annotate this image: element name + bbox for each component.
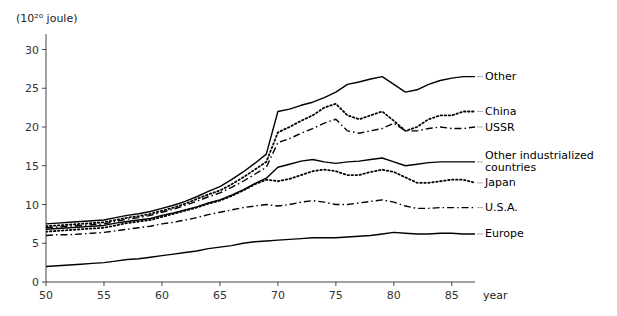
series-label: China [485,105,516,118]
y-tick-label: 20 [25,121,39,134]
x-tick-label: 85 [445,289,459,302]
chart: 0 5 10 15 20 25 30 50 55 60 65 70 75 80 85 (10²⁰ joule)… [0,0,617,316]
y-tick-label: 10 [25,199,39,212]
y-tick [42,204,46,205]
series-label: Europe [485,227,524,240]
x-tick-label: 60 [155,289,169,302]
series-line [46,170,475,232]
x-tick [219,282,220,286]
y-tick-label: 5 [32,237,39,250]
x-tick-label: 80 [387,289,401,302]
series-line [46,200,475,236]
label-leader [477,233,483,234]
series-line [46,119,475,228]
y-tick [42,243,46,244]
x-tick-label: 75 [329,289,343,302]
x-axis-label: year [483,289,508,302]
label-leader [477,161,483,162]
series-group [46,77,475,267]
x-tick-label: 55 [97,289,111,302]
series-line [46,232,475,266]
series-label: Other [485,70,517,83]
label-leader [477,182,483,183]
label-leader [477,111,483,112]
series-line [46,158,475,229]
series-label: USSR [485,121,515,134]
y-axis-label: (10²⁰ joule) [16,12,77,25]
x-tick [451,282,452,286]
x-tick [46,282,47,286]
x-tick [103,282,104,286]
y-axis-line [46,34,47,282]
x-tick [335,282,336,286]
y-tick-label: 30 [25,44,39,57]
x-tick-label: 70 [271,289,285,302]
y-tick [42,88,46,89]
series-label: Japan [484,176,516,189]
y-tick-label: 15 [25,160,39,173]
y-tick [42,127,46,128]
x-tick [161,282,162,286]
label-leader [477,127,483,128]
y-tick [42,49,46,50]
series-label: U.S.A. [485,201,518,214]
series-label: Other industrializedcountries [485,149,594,174]
x-axis-line [46,282,475,283]
label-leader [477,76,483,77]
y-tick [42,165,46,166]
x-tick-label: 65 [213,289,227,302]
series-line [46,77,475,224]
y-tick-label: 0 [32,276,39,289]
x-tick [277,282,278,286]
label-leader [477,207,483,208]
x-tick-label: 50 [39,289,53,302]
y-tick-label: 25 [25,82,39,95]
x-tick [393,282,394,286]
y-tick [42,282,46,283]
